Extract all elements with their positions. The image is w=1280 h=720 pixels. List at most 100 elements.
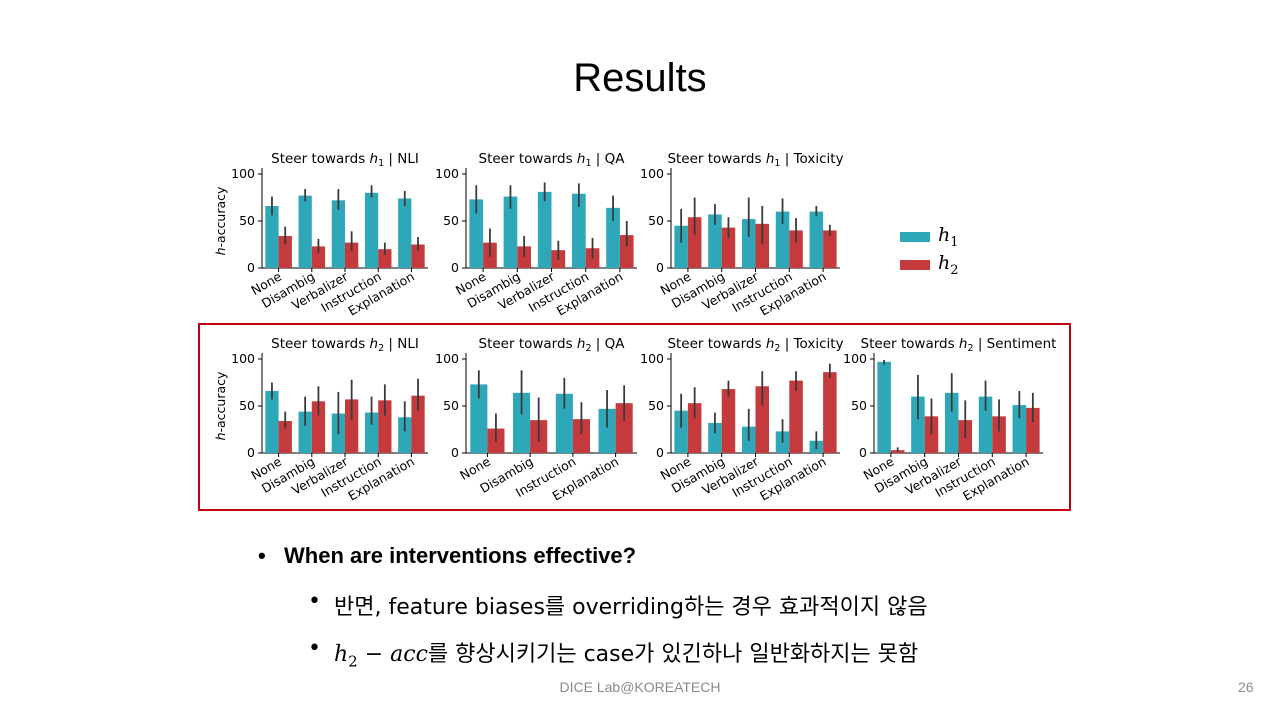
y-tick-label: 50 [851,398,867,413]
y-tick-label: 0 [451,445,459,460]
bar-h1-disambig [708,214,722,268]
bullet-dot: • [258,543,266,568]
page-number: 26 [1238,679,1254,695]
bar-h2-none [278,236,292,268]
bar-h1-disambig [513,392,531,453]
bar-h2-explanation [619,235,634,268]
y-tick-label: 50 [648,398,664,413]
y-tick-label: 0 [859,445,867,460]
legend-label-h2: h2 [938,252,959,278]
bar-h1-explanation [606,207,620,268]
bullet-sub-2: • h2 − acc를 향상시키기는 case가 있긴하나 일반화하지는 못함 [308,636,918,670]
legend-swatch-h1 [900,232,930,242]
bar-h1-verbalizer [331,200,345,268]
bar-h1-instruction [978,396,993,453]
bullet-dot: • [308,636,321,661]
bar-h2-verbalizer [755,223,770,268]
bar-h2-disambig [311,401,326,453]
bar-h1-instruction [364,412,379,453]
highlight-box [198,323,1071,511]
y-tick-label: 100 [843,351,867,366]
chart-title: Steer towards h2 | Sentiment [861,336,1057,354]
bar-h2-instruction [789,380,803,453]
bar-h1-instruction [572,193,586,268]
bar-h1-disambig [503,196,518,268]
y-axis-label: h-accuracy [213,371,228,440]
bar-h1-disambig [708,422,722,453]
bar-h2-verbalizer [345,399,359,453]
y-axis-label: h-accuracy [213,186,228,255]
chart-3: Steer towards h1 | Toxicity050100NoneDis… [640,151,843,319]
bar-h1-none [470,384,488,453]
bar-h2-verbalizer [345,242,359,268]
bar-h1-disambig [911,396,925,453]
bar-h2-verbalizer [755,386,770,453]
chart-title: Steer towards h1 | NLI [271,151,419,169]
bar-h1-disambig [298,411,312,453]
bar-h1-none [674,410,688,453]
bullet-sub-1-text: 반면, feature biases를 overriding하는 경우 효과적이… [334,595,928,620]
bar-h1-explanation [398,417,412,453]
y-tick-label: 100 [435,351,459,366]
bar-h2-none [278,421,292,453]
bar-h1-disambig [298,195,312,268]
bullet-sub-1: • 반면, feature biases를 overriding하는 경우 효과… [308,589,928,621]
bar-h1-none [469,199,484,268]
bar-h1-none [265,390,279,453]
bullet-main: • When are interventions effective? [258,543,636,569]
bar-h2-explanation [411,395,425,453]
bar-h2-none [687,403,702,453]
y-tick-label: 50 [648,213,664,228]
bar-h1-verbalizer [741,219,756,268]
bar-h2-instruction [992,416,1006,453]
bar-h2-explanation [823,372,837,453]
y-tick-label: 0 [247,260,255,275]
footer-text: DICE Lab@KOREATECH [559,679,721,695]
bar-h2-explanation [411,244,425,268]
legend-label-h1: h1 [938,224,959,250]
bar-h2-instruction [378,249,392,268]
chart-title: Steer towards h2 | QA [479,336,626,354]
y-tick-label: 100 [435,166,459,181]
y-tick-label: 0 [656,260,664,275]
slide-title: Results [573,56,707,100]
bar-h1-none [674,225,688,268]
bar-h2-explanation [1026,407,1040,453]
chart-title: Steer towards h1 | QA [479,151,626,169]
chart-title: Steer towards h2 | NLI [271,336,419,354]
bar-h1-verbalizer [944,392,959,453]
y-tick-label: 0 [656,445,664,460]
y-tick-label: 50 [239,398,255,413]
bar-h1-instruction [555,393,573,453]
bullet-sub-2-math: h2 − acc [334,642,428,671]
bar-h2-disambig [721,389,736,453]
chart-4: Steer towards h2 | NLI050100h-accuracyNo… [213,336,428,504]
bar-h2-none [687,217,702,268]
y-tick-label: 100 [640,351,664,366]
y-tick-label: 100 [231,351,255,366]
bar-h1-instruction [364,192,379,268]
y-tick-label: 50 [443,398,459,413]
y-tick-label: 0 [247,445,255,460]
bar-h1-explanation [1012,405,1027,453]
bar-h2-instruction [572,419,590,453]
chart-2: Steer towards h1 | QA050100NoneDisambigV… [435,151,637,319]
bar-h2-instruction [789,230,803,268]
bar-h1-explanation [598,408,616,453]
bar-h2-explanation [823,230,837,268]
bar-h2-disambig [721,227,736,268]
y-tick-label: 50 [443,213,459,228]
bar-h2-disambig [924,416,939,453]
bar-h1-verbalizer [537,191,552,268]
y-tick-label: 100 [640,166,664,181]
bar-h2-disambig [311,246,326,268]
bullet-dot: • [308,589,321,614]
bullet-main-text: When are interventions effective? [284,543,637,568]
legend-swatch-h2 [900,260,930,270]
chart-title: Steer towards h2 | Toxicity [667,336,843,354]
y-tick-label: 0 [451,260,459,275]
y-tick-label: 50 [239,213,255,228]
bar-h1-none [877,361,891,453]
bar-h1-explanation [809,211,824,268]
